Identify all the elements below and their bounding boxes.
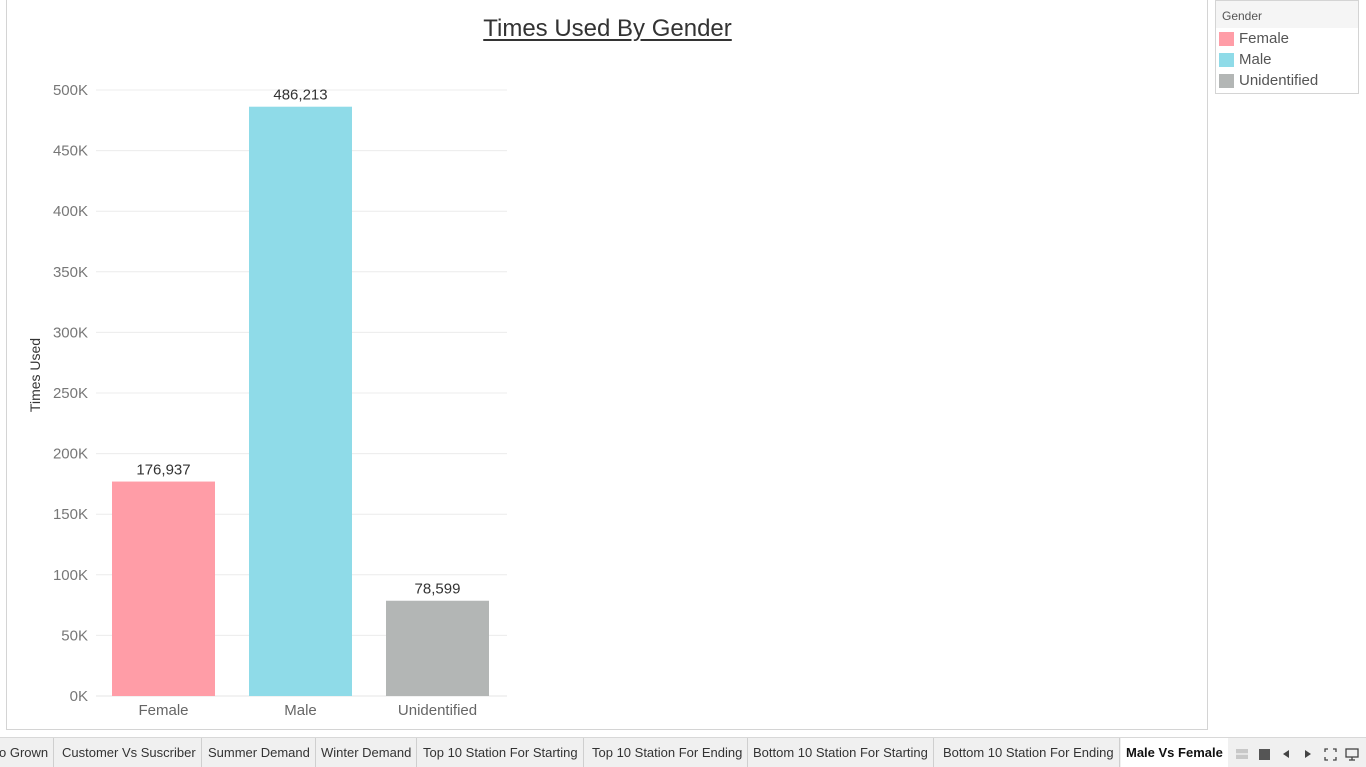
chart-title: Times Used By Gender <box>483 15 732 42</box>
legend: Gender Female Male Unidentified <box>1215 0 1359 94</box>
x-tick-label: Female <box>138 702 188 719</box>
sheet-grid-icon[interactable] <box>1234 746 1250 762</box>
next-sheet-icon[interactable] <box>1300 746 1316 762</box>
legend-label: Unidentified <box>1239 72 1319 89</box>
tab-summer-demand[interactable]: Summer Demand <box>203 738 316 767</box>
legend-label: Male <box>1239 51 1272 68</box>
y-tick-label: 400K <box>53 203 88 220</box>
y-tick-label: 300K <box>53 324 88 341</box>
previous-sheet-icon[interactable] <box>1278 746 1294 762</box>
bar-female[interactable] <box>112 481 215 696</box>
legend-label: Female <box>1239 30 1290 47</box>
legend-swatch <box>1219 52 1234 67</box>
legend-item-female[interactable]: Female <box>1216 28 1358 49</box>
y-tick-label: 250K <box>53 385 88 402</box>
y-tick-label: 50K <box>61 627 88 644</box>
data-label: 78,599 <box>415 581 461 598</box>
tab-male-vs-female[interactable]: Male Vs Female <box>1121 738 1228 767</box>
sheet-tab-icon[interactable] <box>1256 746 1272 762</box>
y-axis-label: Times Used <box>27 338 43 412</box>
x-tick-label: Male <box>284 702 317 719</box>
tab-customer-vs-suscriber[interactable]: Customer Vs Suscriber <box>57 738 202 767</box>
data-label: 176,937 <box>136 462 190 479</box>
bar-unidentified[interactable] <box>386 600 489 696</box>
y-tick-label: 350K <box>53 264 88 281</box>
y-tick-label: 150K <box>53 506 88 523</box>
tab-top-10-starting[interactable]: Top 10 Station For Starting <box>418 738 584 767</box>
fullscreen-icon[interactable] <box>1322 746 1338 762</box>
tab-top-10-ending[interactable]: Top 10 Station For Ending <box>587 738 749 767</box>
y-tick-label: 500K <box>53 82 88 99</box>
presentation-mode-icon[interactable] <box>1344 746 1360 762</box>
legend-swatch <box>1219 73 1234 88</box>
navigation-controls <box>1234 746 1360 762</box>
sheet-tab-bar: o Grown Customer Vs Suscriber Summer Dem… <box>0 737 1366 767</box>
legend-title: Gender <box>1216 1 1358 28</box>
y-tick-label: 100K <box>53 567 88 584</box>
y-tick-label: 0K <box>70 688 88 705</box>
tab-bottom-10-starting[interactable]: Bottom 10 Station For Starting <box>748 738 934 767</box>
bar-male[interactable] <box>249 106 352 697</box>
legend-item-unidentified[interactable]: Unidentified <box>1216 70 1358 91</box>
bar-chart: 0K 50K 100K 150K 200K 250K 300K 350K 400K 450K 500… <box>27 82 507 719</box>
legend-item-male[interactable]: Male <box>1216 49 1358 70</box>
tab-grown[interactable]: o Grown <box>0 738 55 767</box>
legend-swatch <box>1219 31 1234 46</box>
x-tick-label: Unidentified <box>398 702 477 719</box>
tab-bottom-10-ending[interactable]: Bottom 10 Station For Ending <box>938 738 1120 767</box>
data-label: 486,213 <box>273 87 327 104</box>
y-tick-label: 450K <box>53 143 88 160</box>
y-tick-label: 200K <box>53 446 88 463</box>
tab-winter-demand[interactable]: Winter Demand <box>316 738 418 767</box>
